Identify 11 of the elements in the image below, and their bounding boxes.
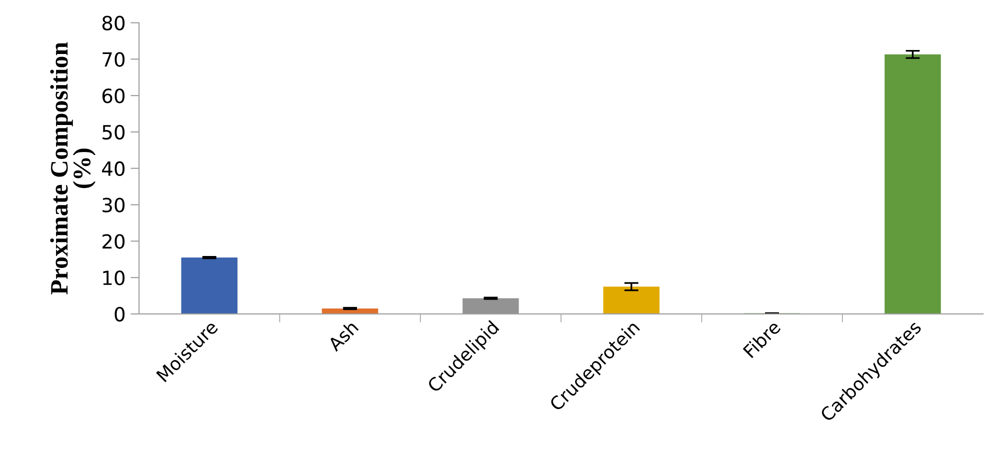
y-axis-title: Proximate Composition (%) (50, 42, 96, 294)
y-tick-label: 70 (102, 52, 125, 67)
y-tick-label: 10 (103, 270, 125, 286)
y-tick-label: 40 (102, 161, 125, 176)
y-tick-label: 80 (102, 16, 125, 30)
y-tick-label: 30 (102, 198, 125, 212)
y-tick-label: 0 (114, 306, 125, 322)
y-tick-label: 20 (102, 234, 125, 249)
y-tick-label: 50 (102, 124, 125, 140)
x-tick-label: Ash (326, 320, 359, 352)
y-tick-label: 60 (102, 88, 125, 104)
